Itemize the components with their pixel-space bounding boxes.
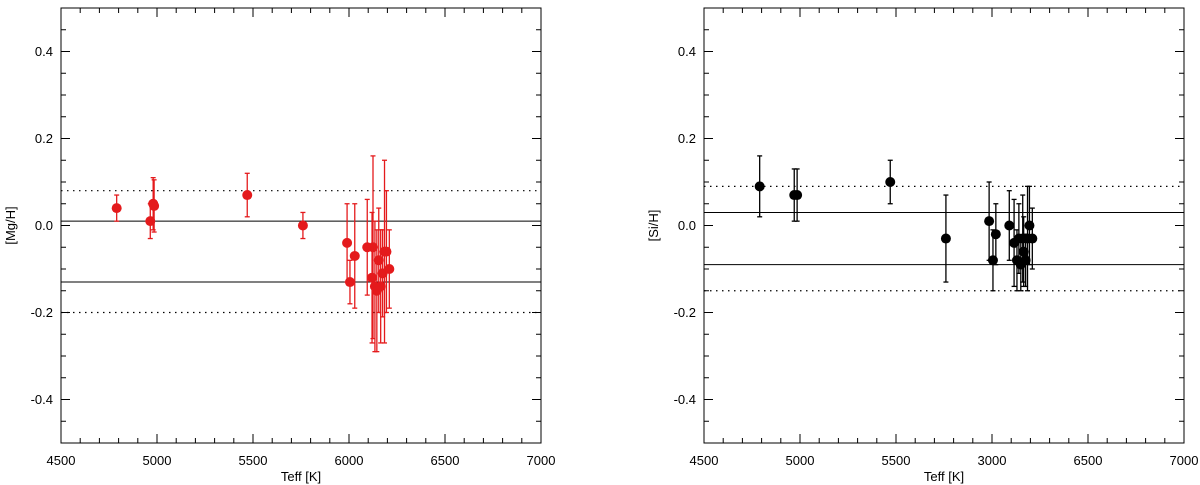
chart0-x-tick-label: 4500 [47,453,76,468]
chart1-x-tick-label: 7000 [1170,453,1199,468]
chart1-data-point [940,233,951,244]
chart0-x-tick-label: 5000 [143,453,172,468]
chart1-data-point [792,190,803,201]
chart0-y-tick-label: -0.2 [31,305,53,320]
chart1-data-point [885,177,896,187]
chart0-x-tick-label: 6000 [335,453,364,468]
chart0-data-point [342,237,353,248]
chart1-data-point [754,181,765,192]
chart0-y-tick-label: 0.0 [35,218,53,233]
chart1-x-axis-title: Teff [K] [924,469,964,484]
chart0-data-point [297,220,308,231]
chart0-y-axis-title: [Mg/H] [3,206,18,244]
chart1-y-tick-label: -0.2 [674,305,696,320]
chart0-data-point [242,190,253,201]
chart1-data-point [1027,233,1038,244]
chart0-y-tick-label: 0.4 [35,44,53,59]
chart0-y-tick-label: -0.4 [31,392,53,407]
chart0-x-tick-label: 5500 [239,453,268,468]
chart0-x-tick-label: 7000 [527,453,556,468]
chart1-y-axis-title: [Si/H] [646,210,661,242]
chart0-data-point [149,200,160,211]
chart1-x-tick-label: 5000 [786,453,815,468]
chart0-y-tick-label: 0.2 [35,131,53,146]
chart1-data-point [990,229,1001,240]
chart0-data-point [349,250,360,261]
chart1-y-tick-label: 0.2 [678,131,696,146]
chart0-data-point [384,264,395,274]
chart1-plot-frame [703,7,1185,444]
chart0-data-point [111,203,122,214]
chart1-data-point [984,216,995,227]
chart0-x-axis-title: Teff [K] [281,469,321,484]
chart1-y-tick-label: -0.4 [674,392,696,407]
chart0-x-tick-label: 6500 [431,453,460,468]
chart0-data-point [344,277,355,288]
chart1-x-tick-label: 6500 [1074,453,1103,468]
chart1-x-tick-label: 4500 [690,453,719,468]
chart1-y-tick-label: 0.0 [678,218,696,233]
chart1-x-tick-label: 5500 [882,453,911,468]
chart1-y-tick-label: 0.4 [678,44,696,59]
chart1-data-point [1004,220,1015,231]
chart1-x-tick-label: 3000 [978,453,1007,468]
